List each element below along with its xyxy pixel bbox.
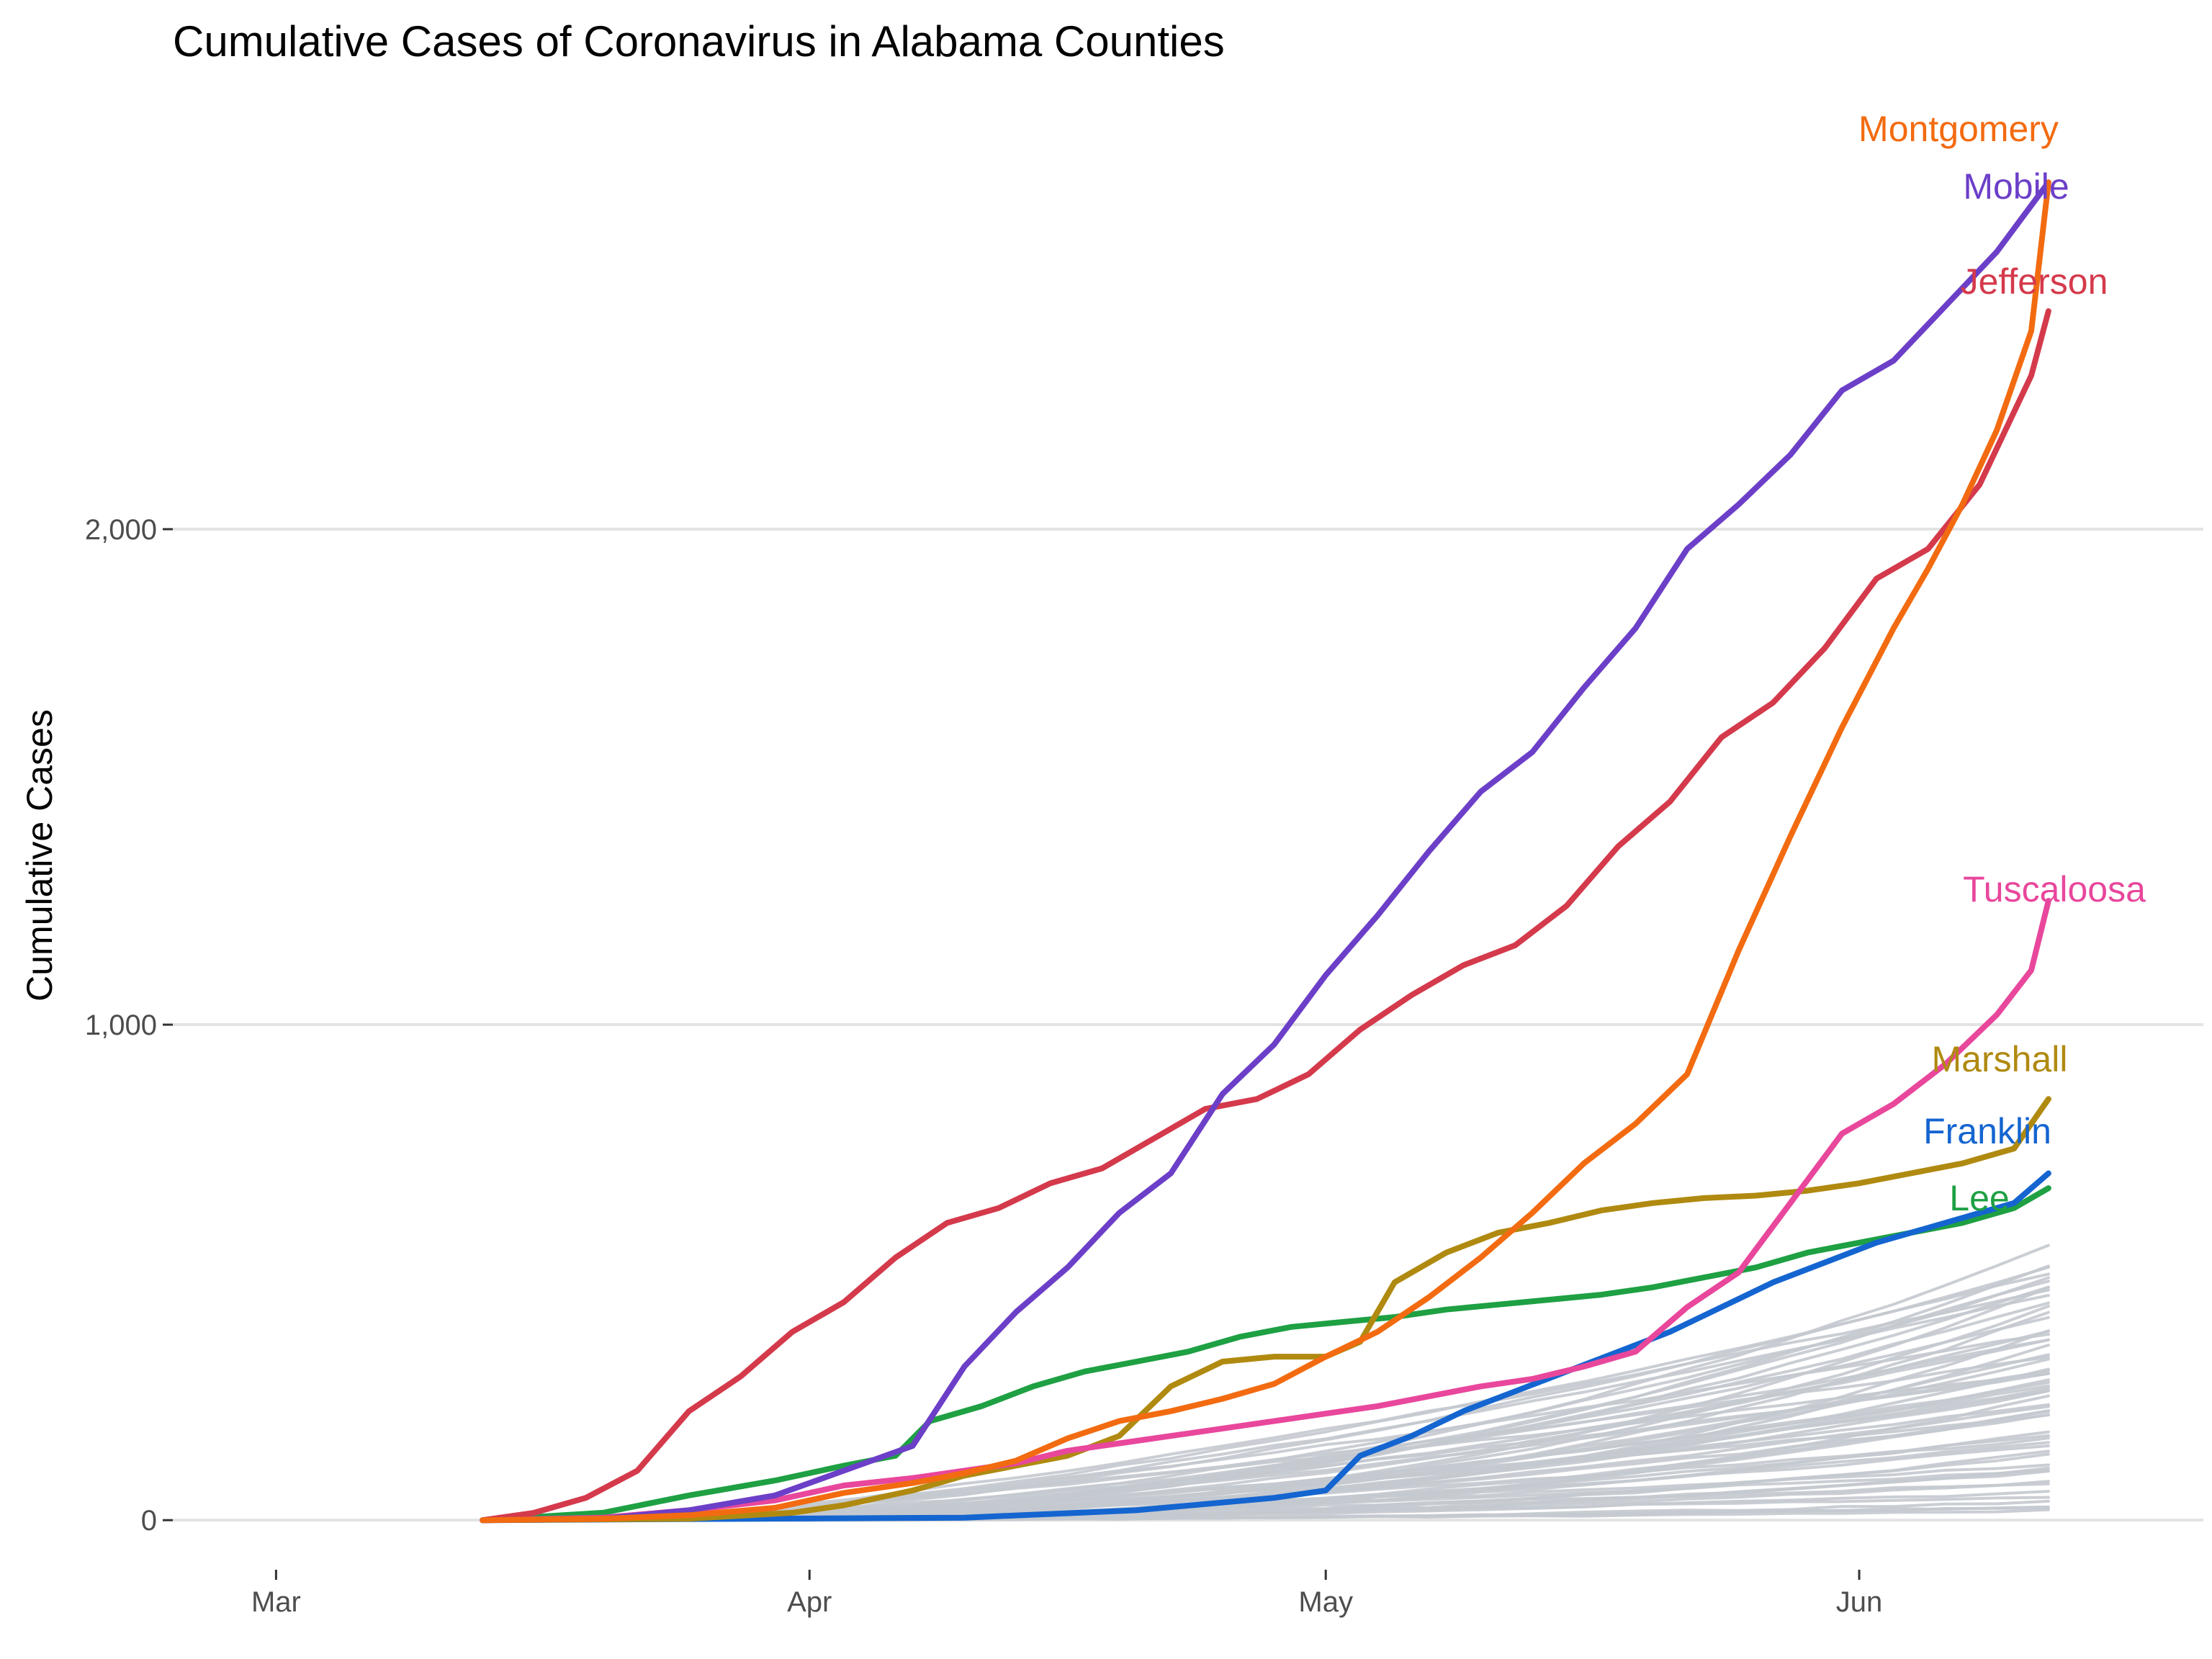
series-line-montgomery [480,179,2051,1524]
x-tick-label-3: Jun [1836,1586,1883,1618]
series-label-tuscaloosa: Tuscaloosa [1963,869,2146,909]
x-tick-label-2: May [1298,1586,1353,1618]
highlighted-county-series [480,179,2051,1524]
background-county-line-3 [601,1288,2050,1521]
y-tick-label-1: 1,000 [85,1010,157,1041]
series-line-jefferson [480,308,2051,1524]
series-line-tuscaloosa [480,898,2051,1524]
chart-title: Cumulative Cases of Coronavirus in Alaba… [173,17,1225,66]
background-county-line-56 [601,1372,2050,1522]
y-tick-label-0: 0 [141,1505,157,1537]
x-tick-label-1: Apr [787,1586,832,1618]
y-tick-label-2: 2,000 [85,514,157,546]
series-label-jefferson: Jefferson [1961,261,2108,302]
x-axis-ticks: Mar Apr May Jun [251,1570,1882,1618]
series-label-marshall: Marshall [1932,1039,2068,1079]
y-axis-title: Cumulative Cases [19,709,60,1002]
y-axis-ticks: 0 1,000 2,000 [85,514,173,1537]
series-line-marshall [480,1096,2051,1524]
background-county-line-58 [601,1403,2050,1521]
series-label-mobile: Mobile [1963,166,2069,207]
series-label-franklin: Franklin [1923,1111,2051,1151]
x-tick-label-0: Mar [251,1586,301,1618]
background-county-line-48 [601,1333,2050,1521]
series-direct-labels: Montgomery Mobile Jefferson Tuscaloosa Marsh… [1858,109,2146,1218]
series-label-lee: Lee [1949,1178,2009,1218]
series-line-mobile [480,179,2051,1524]
series-label-montgomery: Montgomery [1858,109,2059,149]
